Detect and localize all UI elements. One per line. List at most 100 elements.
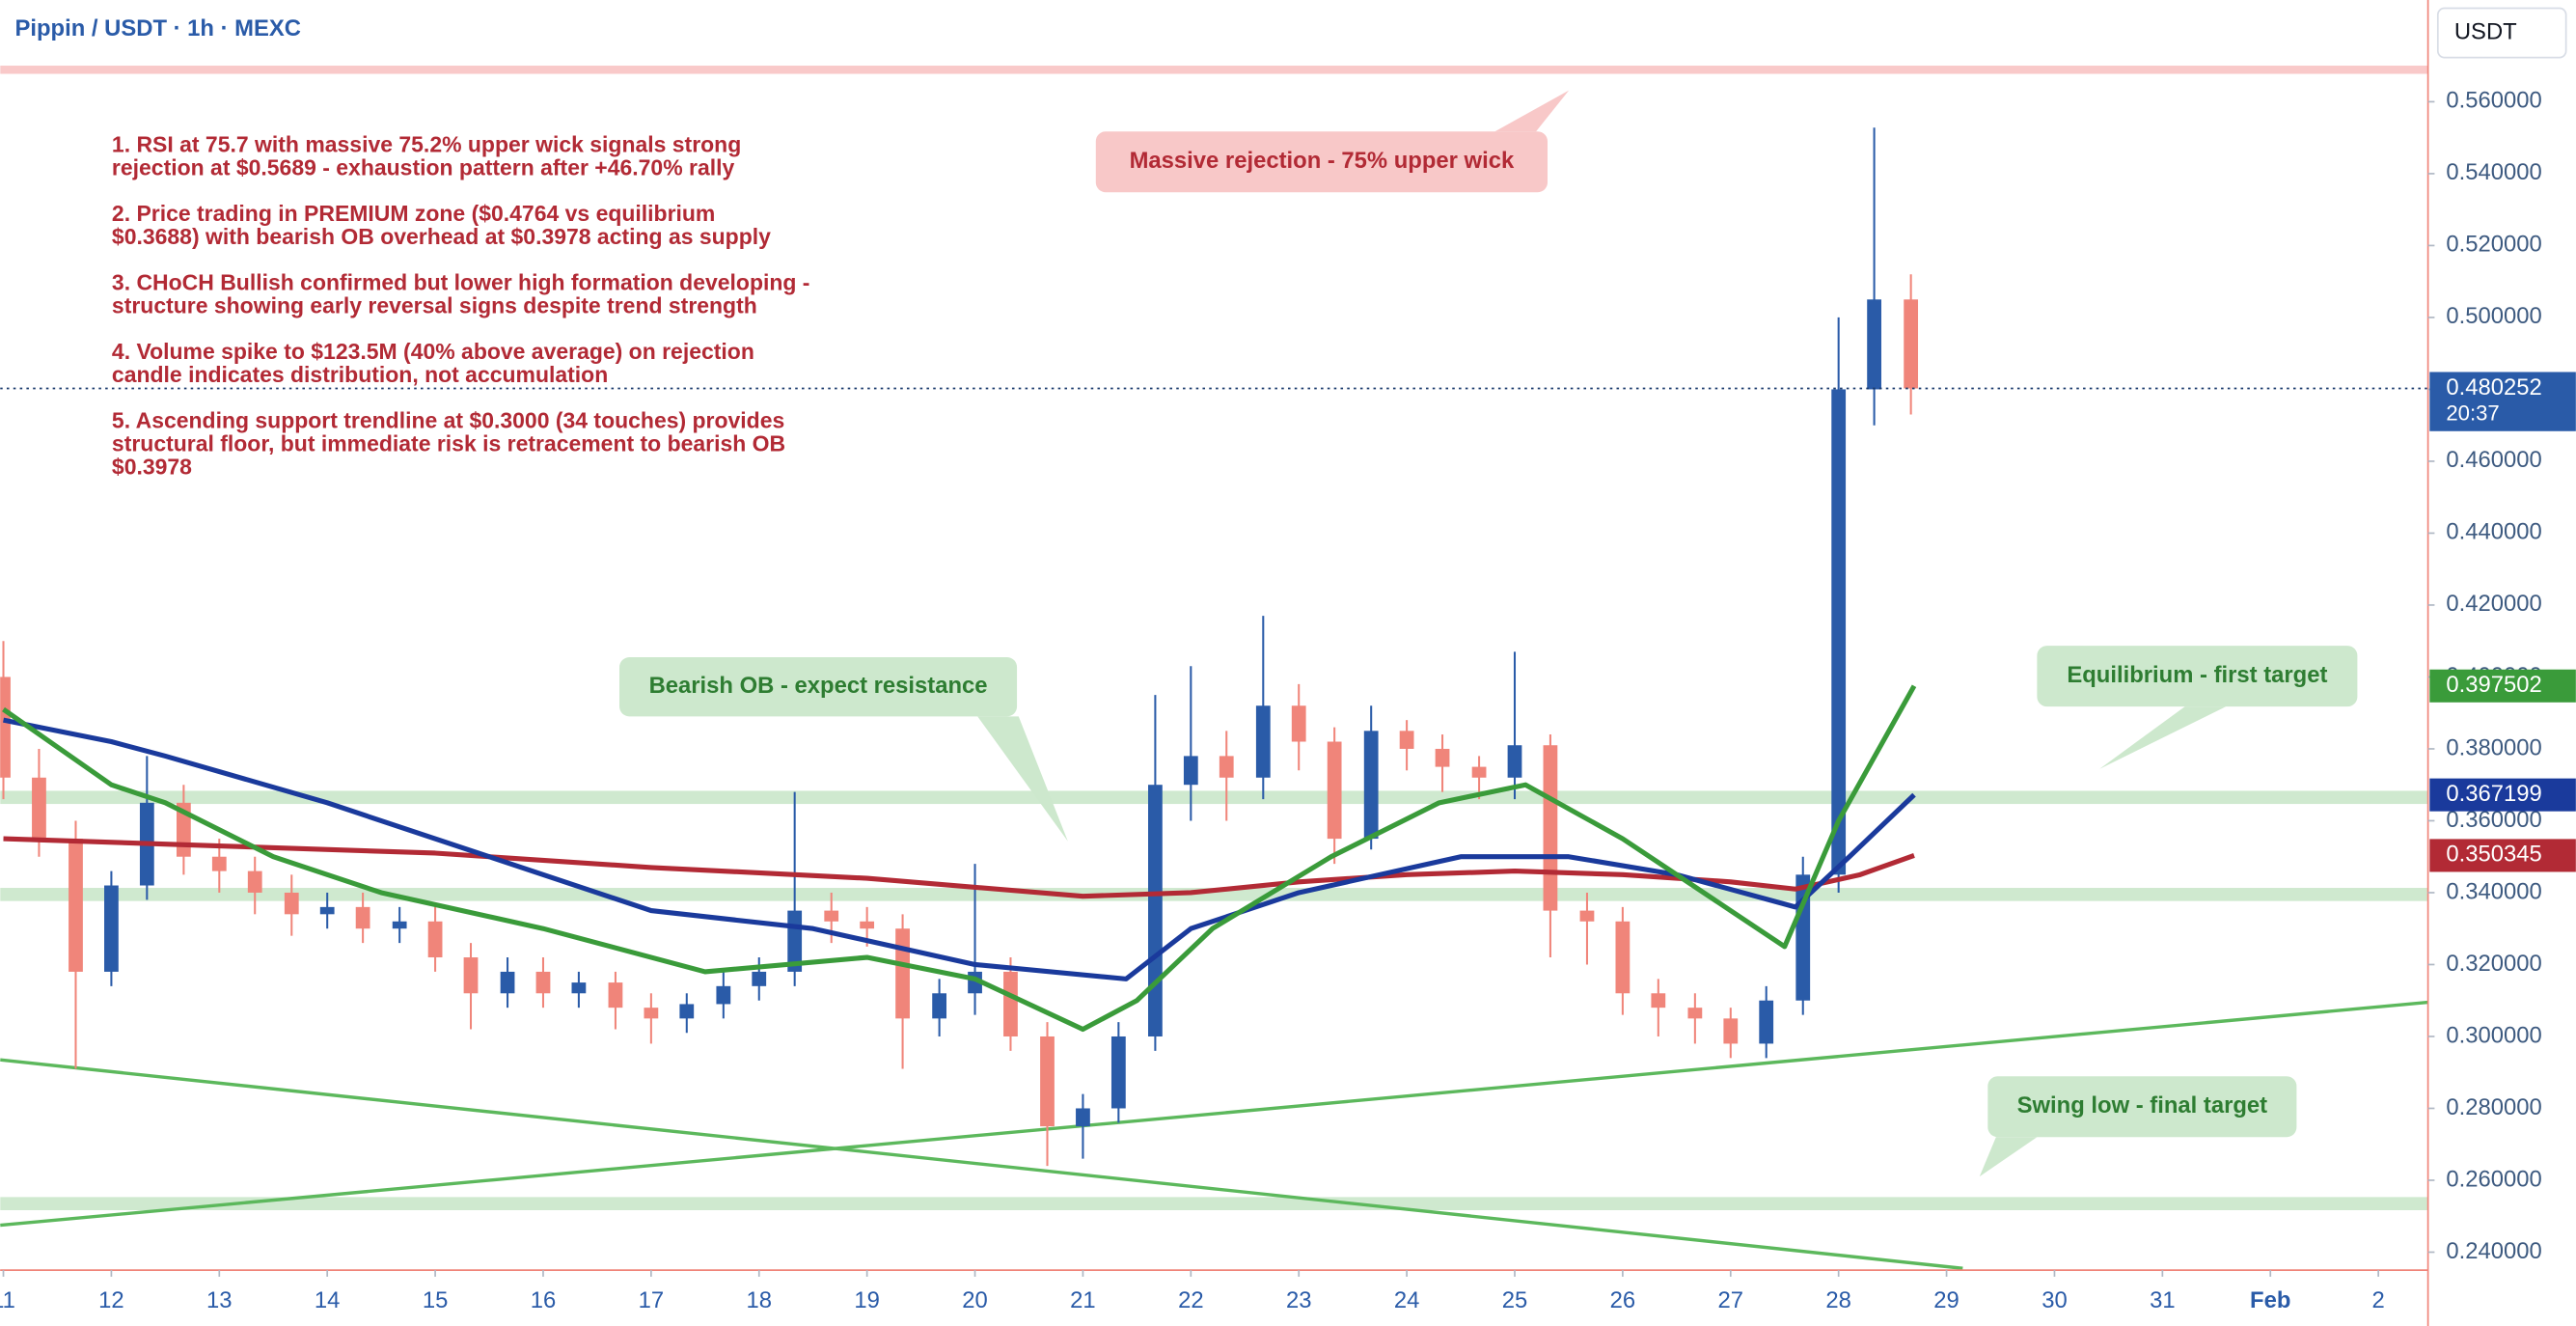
price-tag [2429, 372, 2576, 431]
analysis-note: 5. Ascending support trendline at $0.300… [112, 408, 784, 433]
unit-label: USDT [2454, 18, 2517, 44]
trendline [0, 1000, 2428, 1228]
x-tick-label: 17 [639, 1287, 665, 1313]
x-tick-label: 20 [962, 1287, 988, 1313]
x-tick-label: 24 [1394, 1287, 1420, 1313]
candle-body [1723, 1018, 1739, 1044]
candle-body [752, 971, 767, 986]
y-tick-label: 0.300000 [2446, 1022, 2541, 1048]
candle-body [0, 677, 11, 778]
candle-body [895, 928, 910, 1019]
chart-title: Pippin / USDT · 1h · MEXC [14, 15, 301, 41]
callout-text: Bearish OB - expect resistance [649, 673, 988, 699]
candle-body [319, 906, 335, 915]
candle-body [1148, 785, 1163, 1036]
candle-body [608, 982, 623, 1008]
candle-body [1687, 1008, 1703, 1019]
x-tick-label: Feb [2250, 1287, 2290, 1313]
moving-average [2, 684, 1917, 1033]
candle-body [211, 856, 227, 871]
x-tick-label: 11 [0, 1287, 15, 1313]
candle-body [860, 921, 875, 929]
callout-pointer [2099, 706, 2227, 769]
analysis-note: 3. CHoCH Bullish confirmed but lower hig… [112, 270, 810, 295]
candle-body [571, 982, 587, 994]
candle-body [32, 777, 46, 840]
price-tag [2429, 669, 2576, 703]
y-tick-label: 0.520000 [2446, 232, 2541, 258]
candle-body [1543, 745, 1558, 911]
candle-body [1867, 299, 1881, 390]
callout-pointer [1494, 90, 1570, 132]
callout-box [2037, 646, 2358, 707]
analysis-note: 2. Price trading in PREMIUM zone ($0.476… [112, 201, 715, 226]
x-tick-label: 21 [1070, 1287, 1096, 1313]
callout-text: Equilibrium - first target [2067, 662, 2327, 688]
candle-body [392, 921, 407, 929]
moving-average [3, 836, 1915, 899]
candle-body [1219, 756, 1234, 778]
x-tick-label: 23 [1286, 1287, 1312, 1313]
callout-text: Massive rejection - 75% upper wick [1130, 148, 1515, 174]
candle-body [1904, 299, 1919, 389]
callout-box [1987, 1076, 2297, 1138]
candle-body [1291, 705, 1306, 742]
x-tick-label: 19 [854, 1287, 880, 1313]
price-tag-label: 0.480252 [2446, 374, 2541, 401]
price-tag-label: 0.397502 [2446, 672, 2541, 698]
candle-body [1183, 756, 1198, 786]
candle-body [1651, 993, 1666, 1008]
analysis-note: structure showing early reversal signs d… [112, 292, 757, 318]
price-axis-panel [2427, 0, 2576, 1326]
analysis-note: structural floor, but immediate risk is … [112, 430, 785, 456]
candle-body [1435, 748, 1450, 767]
y-tick-label: 0.240000 [2446, 1238, 2541, 1264]
x-tick-label: 22 [1178, 1287, 1204, 1313]
analysis-note: 4. Volume spike to $123.5M (40% above av… [112, 339, 754, 364]
y-tick-label: 0.500000 [2446, 303, 2541, 329]
candle-body [1831, 389, 1847, 875]
x-tick-label: 18 [747, 1287, 773, 1313]
candle-body [1363, 731, 1379, 840]
x-tick-label: 28 [1825, 1287, 1851, 1313]
candle-body [1399, 731, 1414, 749]
candle-body [1615, 921, 1631, 994]
candle-body [284, 892, 299, 915]
trendline [0, 1058, 1963, 1270]
callout-pointer [1979, 1137, 2038, 1177]
x-tick-label: 2 [2372, 1287, 2385, 1313]
candle-body [1507, 745, 1522, 778]
candle-body [104, 885, 119, 972]
analysis-note: rejection at $0.5689 - exhaustion patter… [112, 154, 735, 180]
candle-body [1040, 1036, 1055, 1127]
price-tag [2429, 778, 2576, 812]
zone-band [0, 1197, 2428, 1211]
price-tag-label: 0.350345 [2446, 842, 2541, 868]
y-tick-label: 0.420000 [2446, 591, 2541, 617]
y-tick-label: 0.440000 [2446, 519, 2541, 545]
candle-body [247, 870, 262, 893]
candle-body [932, 993, 947, 1019]
price-tag [2429, 839, 2576, 872]
x-tick-label: 27 [1718, 1287, 1744, 1313]
candle-body [716, 985, 731, 1005]
plot-area [0, 66, 2428, 1270]
analysis-note: candle indicates distribution, not accum… [112, 362, 608, 387]
analysis-note: 1. RSI at 75.7 with massive 75.2% upper … [112, 132, 741, 157]
y-tick-label: 0.260000 [2446, 1166, 2541, 1192]
x-tick-label: 25 [1502, 1287, 1528, 1313]
unit-box [2436, 7, 2567, 59]
candle-body [1579, 910, 1595, 922]
candle-body [644, 1008, 659, 1019]
y-tick-label: 0.540000 [2446, 159, 2541, 185]
candle-body [1003, 971, 1018, 1036]
resistance-line [0, 66, 2428, 74]
analysis-note: $0.3978 [112, 454, 192, 479]
x-tick-label: 13 [206, 1287, 233, 1313]
candle-body [1110, 1036, 1126, 1109]
x-tick-label: 29 [1933, 1287, 1959, 1313]
y-tick-label: 0.560000 [2446, 88, 2541, 114]
candle-body [535, 971, 551, 994]
